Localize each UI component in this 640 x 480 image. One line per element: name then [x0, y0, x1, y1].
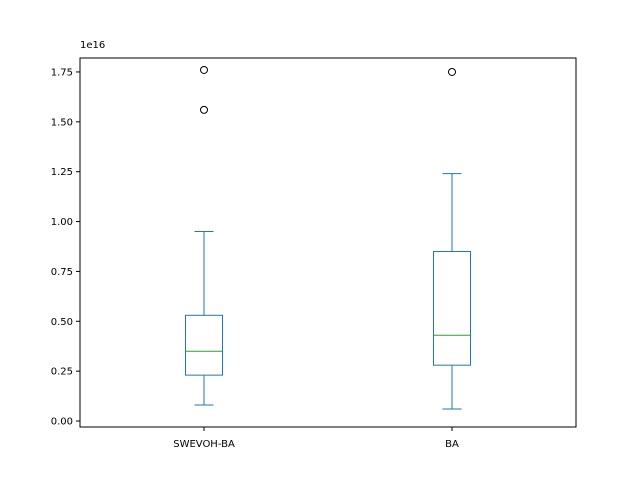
- y-scale-exponent: 1e16: [80, 40, 106, 51]
- y-tick-label: 0.00: [51, 417, 73, 428]
- x-tick-label: SWEVOH-BA: [173, 439, 235, 450]
- y-tick-label: 1.75: [51, 67, 73, 78]
- y-tick-label: 0.25: [51, 367, 73, 378]
- x-tick-label: BA: [445, 439, 459, 450]
- y-tick-label: 1.00: [51, 217, 73, 228]
- y-tick-label: 1.25: [51, 167, 73, 178]
- outlier-point: [200, 105, 208, 114]
- box-series: [185, 65, 471, 410]
- iqr-box: [433, 250, 471, 366]
- x-axis: SWEVOH-BA BA: [173, 427, 459, 450]
- plot-frame: [79, 57, 577, 428]
- outlier-point: [448, 67, 456, 76]
- y-tick-label: 0.50: [51, 317, 73, 328]
- box-swevoh-ba: [185, 65, 223, 406]
- y-tick-label: 0.75: [51, 267, 73, 278]
- iqr-box: [185, 314, 223, 376]
- box-ba: [433, 67, 471, 410]
- y-tick-label: 1.50: [51, 117, 73, 128]
- y-axis: 0.00 0.25 0.50 0.75 1.00 1.25 1.50 1.75: [51, 67, 80, 428]
- outlier-point: [200, 65, 208, 74]
